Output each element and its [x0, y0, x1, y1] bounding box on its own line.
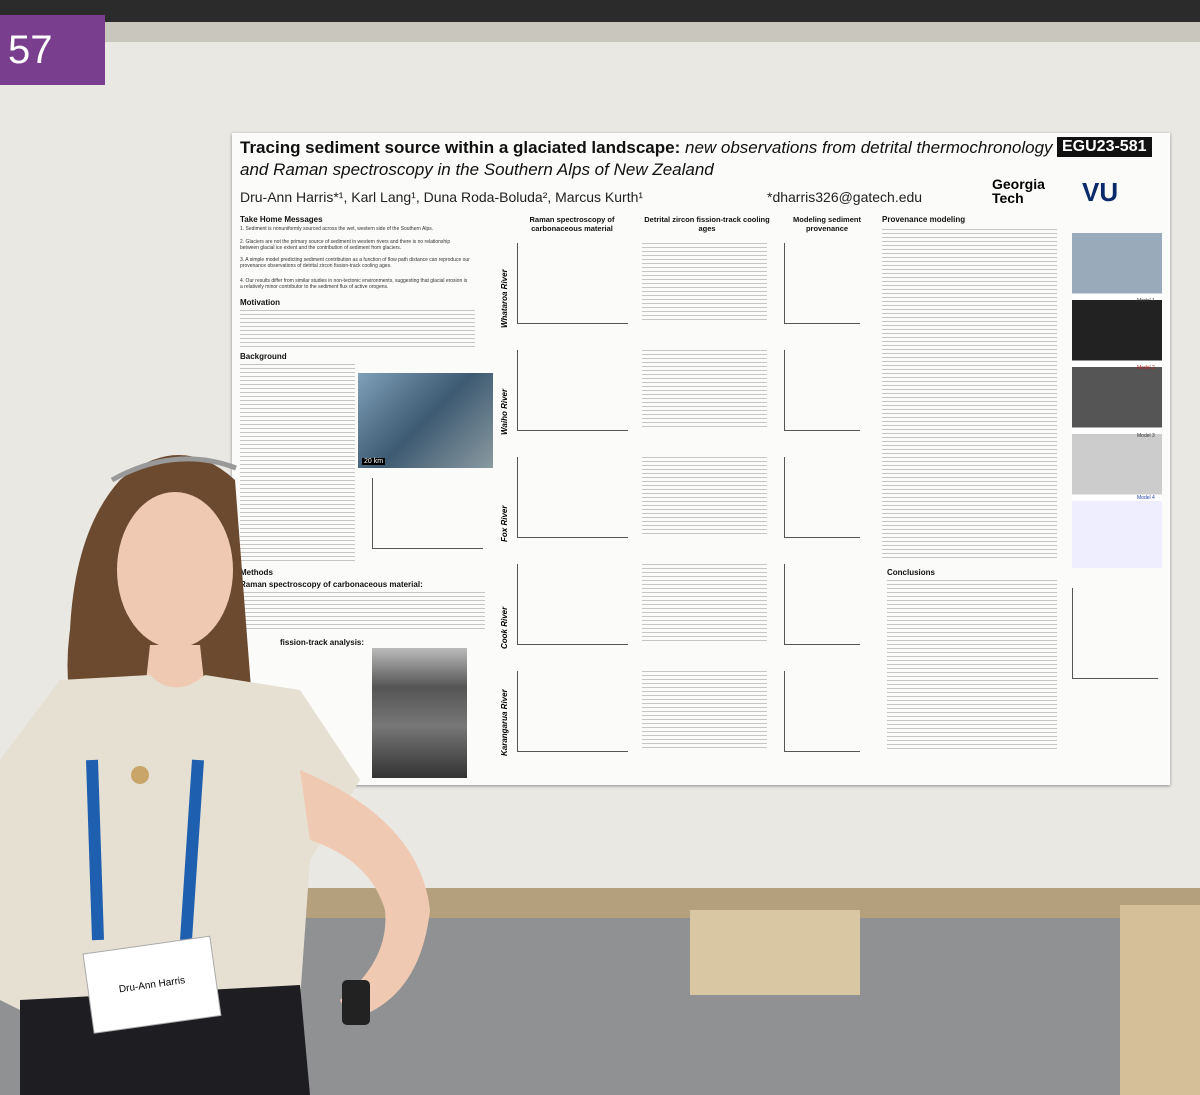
- text-block: [240, 310, 475, 348]
- take-home: 3. A simple model predicting sediment co…: [240, 257, 470, 269]
- model-plot: [784, 457, 860, 538]
- section-heading: Take Home Messages: [240, 215, 323, 224]
- take-home: 4. Our results differ from similar studi…: [240, 278, 468, 290]
- river-label: Waiho River: [500, 388, 509, 435]
- watch: [342, 980, 370, 1025]
- column-heading: Modeling sediment provenance: [793, 215, 861, 233]
- column-heading: Raman spectroscopy of carbonaceous mater…: [529, 215, 615, 233]
- column-heading: Detrital zircon fission-track cooling ag…: [644, 215, 770, 233]
- section-heading: Background: [240, 352, 287, 361]
- scale-bar: 20 km: [362, 458, 386, 465]
- raman-plot: [517, 243, 628, 324]
- model-plot: [784, 671, 860, 752]
- river-label: Karangarua River: [500, 689, 509, 756]
- profile-plot: [372, 478, 483, 549]
- model-maps: [1072, 233, 1162, 568]
- pendant: [131, 766, 149, 784]
- email: *dharris326@gatech.edu: [767, 189, 923, 205]
- text-block: [240, 592, 485, 632]
- section-heading: Methods: [240, 568, 273, 577]
- person: Dru-Ann Harris: [0, 455, 430, 1095]
- figure: [372, 648, 467, 778]
- text-block: [240, 364, 355, 564]
- face: [117, 492, 233, 648]
- authors: Dru-Ann Harris*¹, Karl Lang¹, Duna Roda-…: [240, 189, 644, 205]
- map: [358, 373, 493, 468]
- cooling-age-plot: [642, 671, 767, 751]
- poster-id: EGU23-581: [1057, 137, 1152, 157]
- neck: [145, 645, 205, 690]
- raman-plot: [517, 457, 628, 538]
- badge: [82, 935, 222, 1034]
- model-plot: [784, 243, 860, 324]
- section-heading: fission-track analysis:: [280, 638, 365, 647]
- river-label: Cook River: [500, 606, 509, 649]
- ceiling: [0, 0, 1200, 22]
- section-heading: Conclusions: [887, 568, 936, 577]
- river-label: Whataroa River: [500, 269, 509, 328]
- text-block: [887, 580, 1057, 750]
- model-label: Model 1: [1137, 298, 1155, 304]
- column-heading: Provenance modeling: [882, 215, 966, 224]
- cooling-age-plot: [642, 564, 767, 644]
- arm: [300, 770, 430, 1020]
- booth-number: 57: [0, 15, 105, 85]
- plot: [1072, 588, 1158, 679]
- model-label: Model 2: [1137, 365, 1155, 371]
- cooling-age-plot: [642, 350, 767, 430]
- poster: Tracing sediment source within a glaciat…: [232, 133, 1170, 785]
- river-label: Fox River: [500, 505, 509, 542]
- title: Tracing sediment source within a glaciat…: [240, 138, 681, 157]
- crate: [1120, 905, 1200, 1095]
- model-label: Model 4: [1137, 495, 1155, 501]
- text-block: [882, 229, 1057, 559]
- raman-plot: [517, 350, 628, 431]
- take-home: 2. Glaciers are not the primary source o…: [240, 239, 451, 251]
- model-label: Model 3: [1137, 433, 1155, 439]
- sunglasses: [110, 456, 237, 483]
- cooling-age-plot: [642, 457, 767, 537]
- cooling-age-plot: [642, 243, 767, 323]
- take-home: 1. Sediment is nonuniformly sourced acro…: [240, 226, 434, 232]
- model-plot: [784, 350, 860, 431]
- poster-title: Tracing sediment source within a glaciat…: [240, 137, 1060, 181]
- raman-plot: [517, 564, 628, 645]
- logo: Georgia Tech: [992, 176, 1045, 206]
- title-italic: new observations from detrital thermochr…: [240, 138, 1053, 179]
- section-heading: Raman spectroscopy of carbonaceous mater…: [240, 580, 423, 589]
- logo: VU: [1082, 177, 1119, 207]
- section-heading: Motivation: [240, 298, 280, 307]
- crate: [690, 910, 860, 995]
- model-plot: [784, 564, 860, 645]
- lanyard: [86, 759, 204, 941]
- raman-plot: [517, 671, 628, 752]
